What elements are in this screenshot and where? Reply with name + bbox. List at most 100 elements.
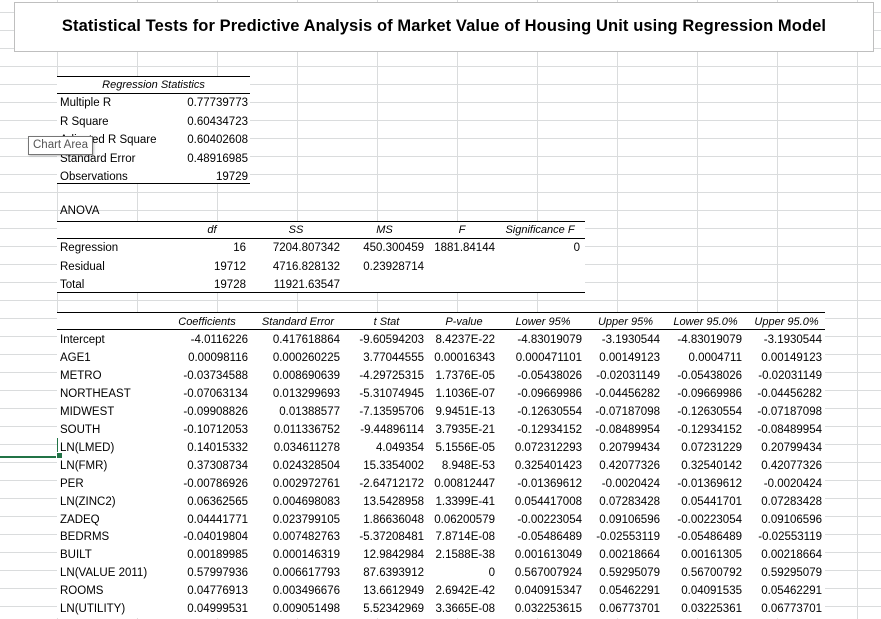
coefficient-row-label[interactable]: MIDWEST bbox=[60, 405, 115, 418]
coefficient-cell[interactable]: 0.417618864 bbox=[272, 334, 340, 346]
coefficient-cell[interactable]: 0.20799434 bbox=[761, 441, 822, 454]
coefficient-cell[interactable]: 3.7935E-21 bbox=[435, 423, 495, 436]
regression-stat-label[interactable]: R Square bbox=[60, 115, 109, 128]
coefficient-cell[interactable]: -0.04456282 bbox=[595, 387, 660, 400]
coefficient-cell[interactable]: -9.60594203 bbox=[359, 334, 424, 346]
coefficient-cell[interactable]: 0.003496676 bbox=[272, 585, 340, 598]
coefficient-cell[interactable]: 0.04091535 bbox=[681, 585, 742, 598]
coefficient-cell[interactable]: -0.12630554 bbox=[517, 405, 582, 418]
coefficient-cell[interactable]: -5.31074945 bbox=[359, 387, 424, 400]
coefficient-cell[interactable]: -0.02553119 bbox=[596, 531, 660, 544]
coefficient-cell[interactable]: -0.07187098 bbox=[595, 405, 660, 418]
coefficient-cell[interactable]: 0.56700792 bbox=[681, 567, 742, 580]
coefficient-cell[interactable]: 0.023799105 bbox=[272, 513, 340, 526]
coefficient-cell[interactable]: 1.7376E-05 bbox=[435, 369, 495, 382]
coefficient-row-label[interactable]: LN(FMR) bbox=[60, 459, 108, 472]
coefficient-cell[interactable]: 0.03225361 bbox=[681, 603, 742, 616]
anova-cell[interactable] bbox=[427, 276, 495, 294]
anova-cell[interactable]: 11921.63547 bbox=[273, 279, 340, 292]
coefficient-cell[interactable]: 0.06773701 bbox=[599, 603, 660, 616]
regression-stat-value[interactable]: 0.60402608 bbox=[187, 134, 248, 146]
coefficient-cell[interactable]: -0.02553119 bbox=[758, 531, 822, 544]
coefficient-cell[interactable]: 0.325401423 bbox=[514, 459, 582, 472]
coefficient-row-label[interactable]: BEDRMS bbox=[60, 531, 110, 544]
coefficient-cell[interactable]: 0.00149123 bbox=[599, 351, 660, 364]
coefficient-cell[interactable]: 0.04441771 bbox=[187, 513, 248, 526]
coefficient-cell[interactable]: 0.04999531 bbox=[187, 603, 248, 616]
coefficient-row-label[interactable]: AGE1 bbox=[60, 351, 91, 364]
coefficient-cell[interactable]: 0.000471101 bbox=[515, 351, 582, 364]
coefficient-cell[interactable]: 13.5428958 bbox=[363, 495, 424, 508]
anova-cell[interactable]: 19728 bbox=[214, 279, 246, 292]
coefficient-cell[interactable]: 13.6612949 bbox=[363, 585, 424, 598]
coefficient-cell[interactable]: -4.29725315 bbox=[359, 369, 424, 382]
coefficient-cell[interactable]: 2.6942E-42 bbox=[435, 585, 495, 598]
coefficient-cell[interactable]: -0.00786926 bbox=[183, 477, 248, 490]
coefficient-cell[interactable]: 15.3354002 bbox=[363, 459, 424, 472]
regression-stat-label[interactable]: Multiple R bbox=[60, 97, 112, 109]
coefficient-cell[interactable]: -4.83019079 bbox=[517, 334, 582, 346]
regression-stat-value[interactable]: 0.77739773 bbox=[187, 97, 248, 109]
coefficient-cell[interactable]: 0.00812447 bbox=[434, 477, 495, 490]
coefficient-cell[interactable]: 0.567007924 bbox=[514, 567, 582, 580]
coefficient-cell[interactable]: -0.01369612 bbox=[677, 477, 742, 490]
selected-row-header[interactable] bbox=[0, 438, 58, 458]
coefficient-cell[interactable]: 7.8714E-08 bbox=[435, 531, 495, 544]
coefficient-cell[interactable]: 0.000146319 bbox=[272, 549, 340, 562]
coefficient-cell[interactable]: -0.00223054 bbox=[677, 513, 742, 526]
coefficient-cell[interactable]: -9.44896114 bbox=[360, 423, 424, 436]
coefficient-cell[interactable]: 0.000260225 bbox=[272, 351, 340, 364]
coefficient-cell[interactable]: 0.05462291 bbox=[761, 585, 822, 598]
coefficient-cell[interactable]: -0.00223054 bbox=[517, 513, 582, 526]
regression-stat-label[interactable]: Observations bbox=[60, 171, 128, 183]
anova-cell[interactable]: 7204.807342 bbox=[272, 242, 340, 254]
coefficient-cell[interactable]: 0.05441701 bbox=[681, 495, 742, 508]
coefficient-cell[interactable]: -0.0020424 bbox=[601, 477, 660, 490]
coefficient-cell[interactable]: -0.0020424 bbox=[763, 477, 822, 490]
coefficient-row-label[interactable]: Intercept bbox=[60, 334, 105, 346]
coefficient-cell[interactable]: -2.64712172 bbox=[359, 477, 424, 490]
coefficient-cell[interactable]: 0.00218664 bbox=[761, 549, 822, 562]
coefficient-cell[interactable]: -7.13595706 bbox=[359, 405, 424, 418]
coefficient-cell[interactable]: 0.07231229 bbox=[681, 441, 742, 454]
coefficient-cell[interactable]: -3.1930544 bbox=[763, 334, 822, 346]
coefficient-row-label[interactable]: LN(ZINC2) bbox=[60, 495, 116, 508]
anova-cell[interactable]: 1881.84144 bbox=[434, 242, 495, 254]
coefficient-cell[interactable]: 1.1036E-07 bbox=[435, 387, 495, 400]
regression-stat-value[interactable]: 19729 bbox=[216, 171, 248, 183]
coefficient-cell[interactable]: 3.3665E-08 bbox=[435, 603, 495, 616]
coefficient-cell[interactable]: -5.37208481 bbox=[359, 531, 424, 544]
coefficient-cell[interactable]: 5.1556E-05 bbox=[435, 441, 495, 454]
coefficient-cell[interactable]: 0.009051498 bbox=[272, 603, 340, 616]
anova-cell[interactable] bbox=[427, 258, 495, 276]
coefficient-cell[interactable]: 0.00189985 bbox=[187, 549, 248, 562]
coefficient-cell[interactable]: -0.10712053 bbox=[183, 423, 248, 436]
coefficient-row-label[interactable]: LN(LMED) bbox=[60, 441, 115, 454]
coefficient-row-label[interactable]: LN(VALUE 2011) bbox=[60, 567, 148, 580]
anova-cell[interactable]: 0.23928714 bbox=[363, 260, 424, 273]
coefficient-cell[interactable]: -3.1930544 bbox=[601, 334, 660, 346]
coefficient-cell[interactable]: 0.072312293 bbox=[514, 441, 582, 454]
coefficient-cell[interactable]: -0.01369612 bbox=[517, 477, 582, 490]
anova-cell[interactable] bbox=[498, 258, 580, 276]
coefficient-cell[interactable]: 8.4237E-22 bbox=[435, 334, 495, 346]
coefficient-row-label[interactable]: NORTHEAST bbox=[60, 387, 131, 400]
coefficient-cell[interactable]: 0.001613049 bbox=[514, 549, 582, 562]
coefficient-row-label[interactable]: METRO bbox=[60, 369, 102, 382]
anova-row-label[interactable]: Total bbox=[60, 279, 85, 292]
anova-cell[interactable]: 450.300459 bbox=[363, 242, 424, 254]
coefficient-cell[interactable]: 0.007482763 bbox=[272, 531, 340, 544]
coefficient-cell[interactable]: -4.83019079 bbox=[677, 334, 742, 346]
coefficient-row-label[interactable]: ROOMS bbox=[60, 585, 104, 598]
coefficient-cell[interactable]: -4.0116226 bbox=[190, 334, 248, 346]
regression-stat-value[interactable]: 0.48916985 bbox=[187, 152, 248, 165]
anova-cell[interactable]: 16 bbox=[233, 242, 246, 254]
coefficient-cell[interactable]: 0.040915347 bbox=[514, 585, 582, 598]
coefficient-cell[interactable]: -0.07063134 bbox=[183, 387, 248, 400]
coefficient-cell[interactable]: -0.08489954 bbox=[757, 423, 822, 436]
coefficient-row-label[interactable]: SOUTH bbox=[60, 423, 101, 436]
coefficient-cell[interactable]: -0.04456282 bbox=[757, 387, 822, 400]
coefficient-cell[interactable]: 0.00161305 bbox=[681, 549, 742, 562]
coefficient-cell[interactable]: 0.00016343 bbox=[434, 351, 495, 364]
coefficient-cell[interactable]: 0.09106596 bbox=[599, 513, 660, 526]
